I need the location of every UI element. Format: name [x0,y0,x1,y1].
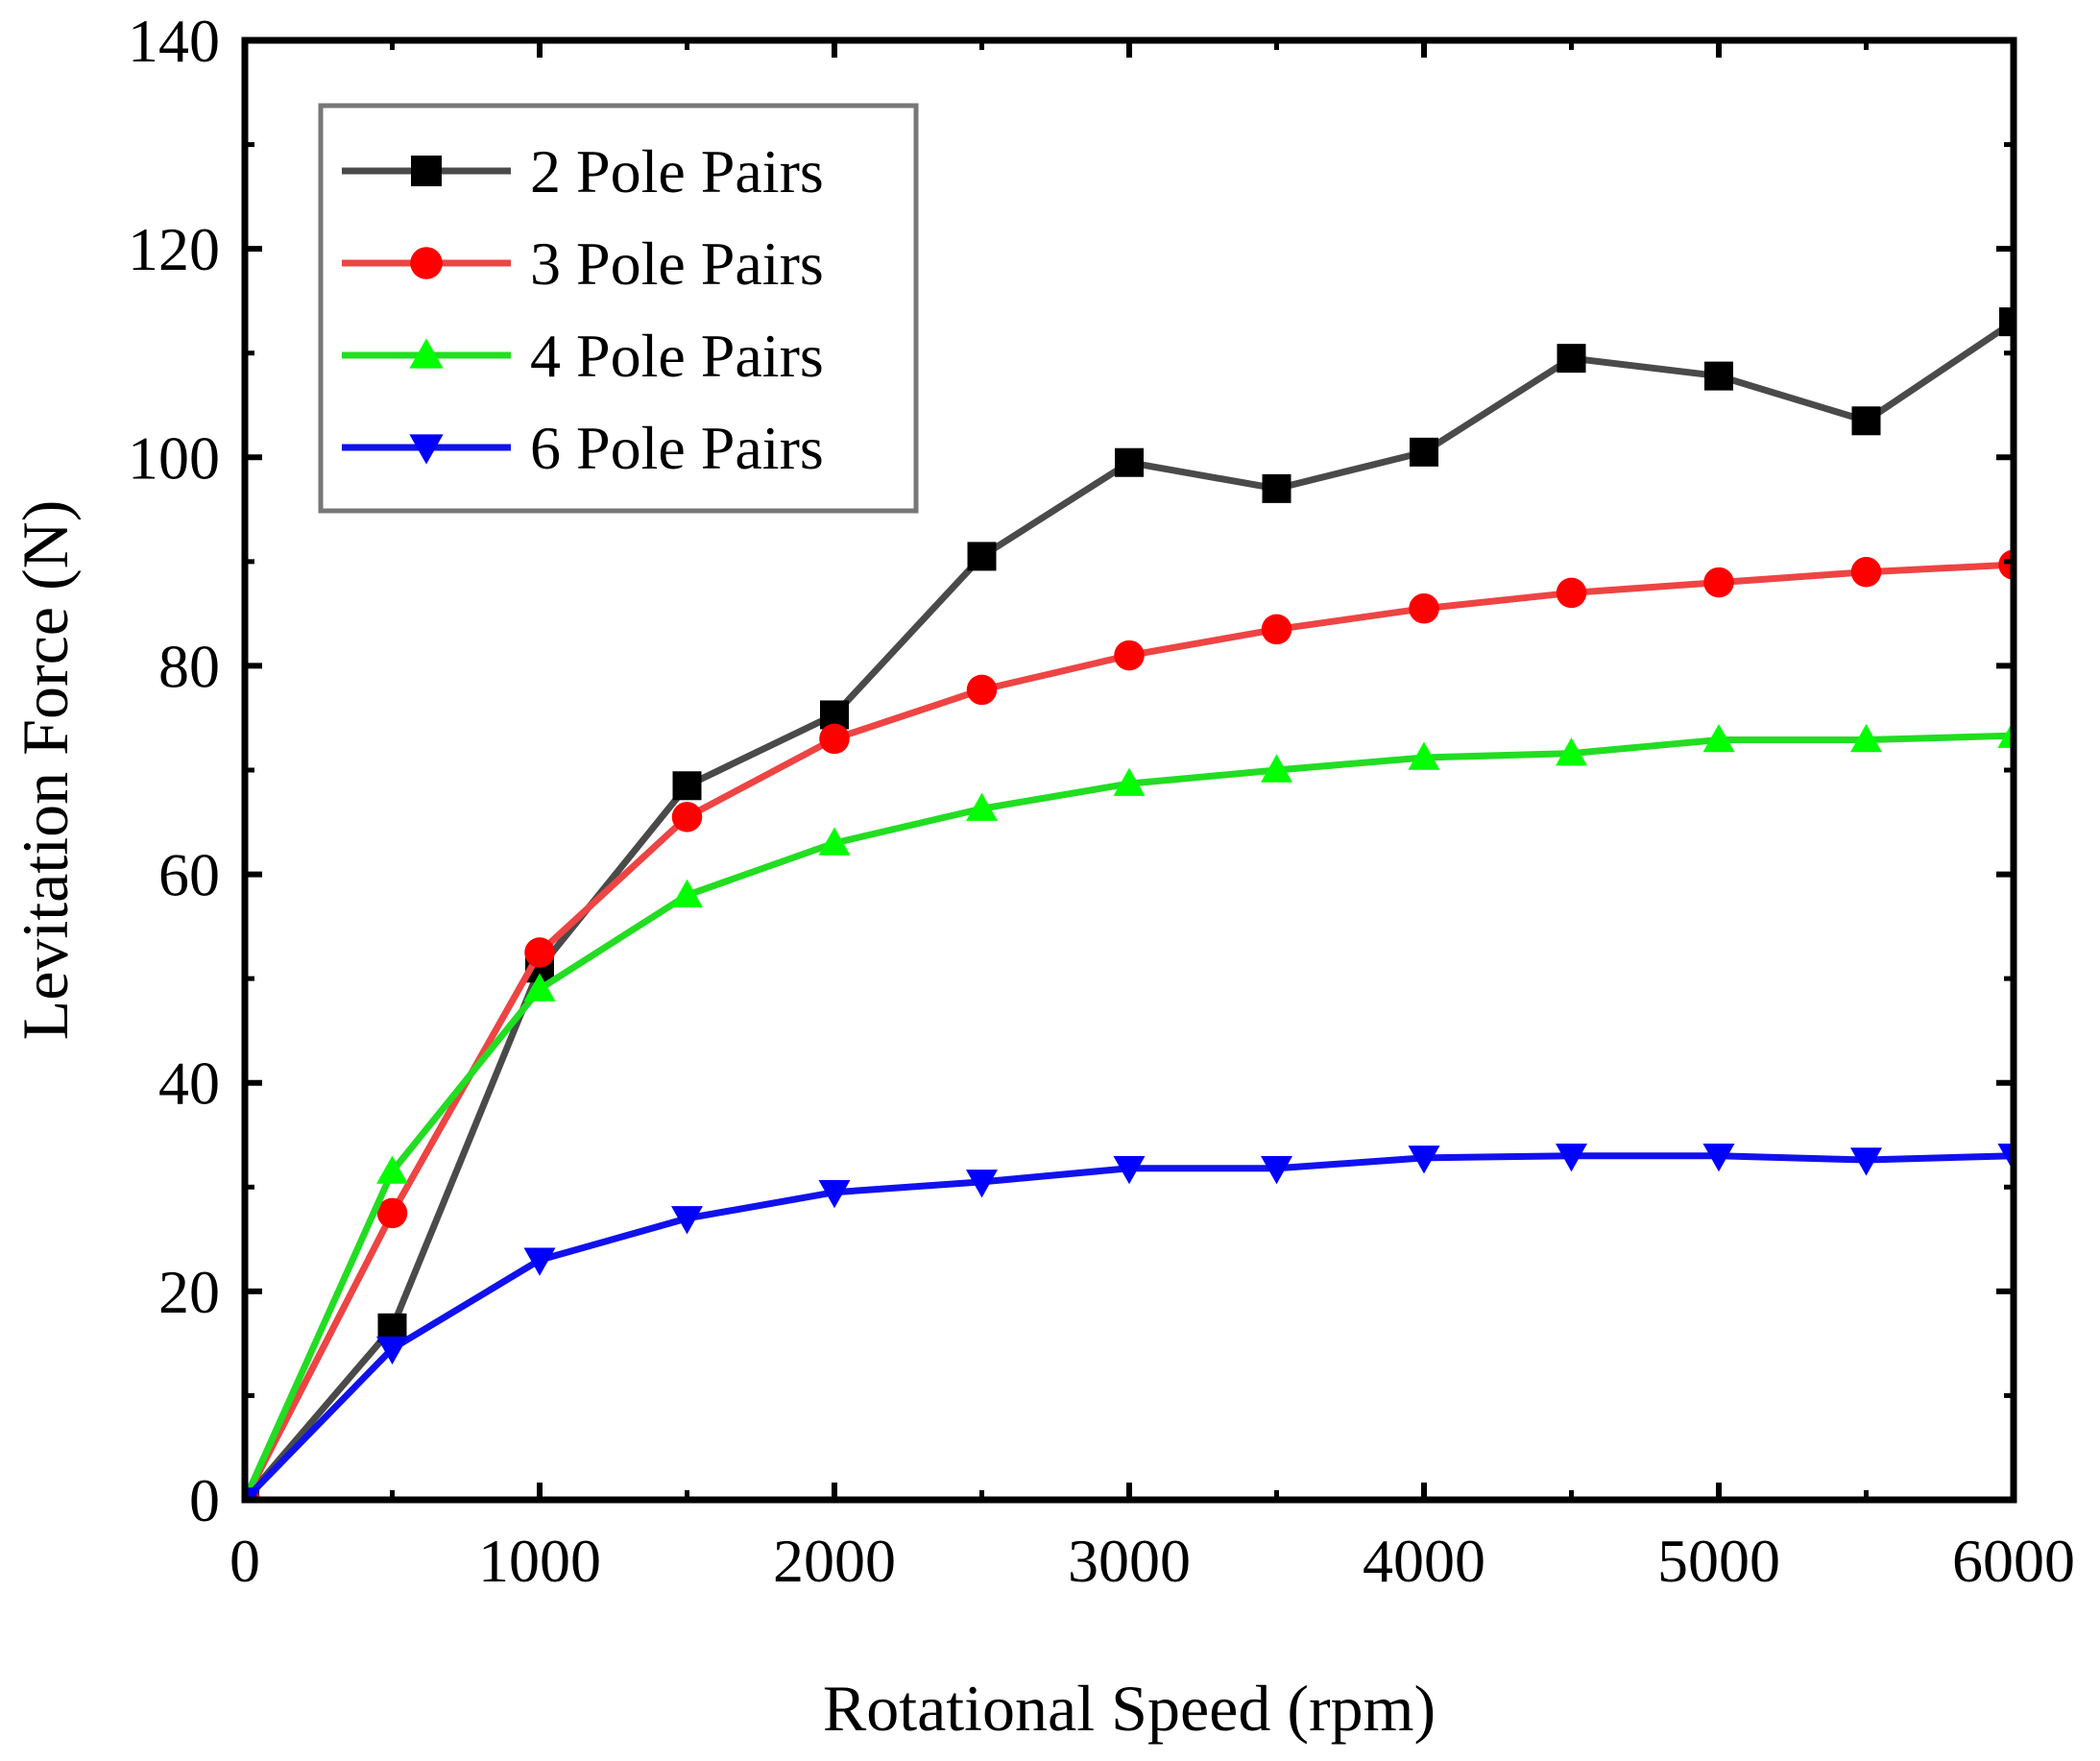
legend-label-2-pole-pairs: 2 Pole Pairs [530,137,824,205]
data-point-3-pole-pairs-4000 [1409,592,1439,624]
x-tick-label: 1000 [478,1527,601,1595]
data-point-6-pole-pairs-4000 [1408,1146,1440,1174]
x-tick-label: 3000 [1068,1527,1191,1595]
data-point-4-pole-pairs-3000 [1113,767,1146,796]
y-tick-label: 20 [158,1258,220,1326]
data-point-2-pole-pairs-5500 [1851,406,1881,436]
data-point-4-pole-pairs-2500 [966,792,998,821]
data-point-3-pole-pairs-3000 [1114,639,1145,671]
data-point-2-pole-pairs-3500 [1262,473,1291,503]
data-point-3-pole-pairs-5000 [1703,567,1734,598]
series-line-4-pole-pairs [245,732,2014,1500]
data-point-2-pole-pairs-4500 [1557,344,1586,374]
data-point-6-pole-pairs-6000 [1997,1143,2014,1172]
data-point-6-pole-pairs-2000 [818,1179,851,1209]
data-point-4-pole-pairs-5500 [1850,724,1882,753]
data-point-4-pole-pairs-4500 [1556,737,1587,766]
y-tick-label: 40 [158,1049,220,1118]
data-point-6-pole-pairs-5000 [1702,1143,1735,1172]
y-tick-label: 0 [189,1466,220,1534]
x-axis-title: Rotational Speed (rpm) [823,1672,1436,1745]
data-point-4-pole-pairs-6000 [1997,719,2014,748]
data-point-6-pole-pairs-3500 [1261,1155,1292,1185]
data-point-2-pole-pairs-6000 [1999,307,2014,337]
x-tick-label: 5000 [1657,1527,1780,1595]
data-point-6-pole-pairs-1500 [671,1206,703,1235]
axes: 0 1000 2000 3000 4000 5000 6000 0 20 40 60 80 100 120… [9,7,2075,1745]
data-point-4-pole-pairs-4000 [1408,741,1440,770]
data-point-6-pole-pairs-1000 [523,1247,556,1276]
data-point-3-pole-pairs-1500 [671,802,703,832]
legend-marker-2-pole-pairs [411,156,442,186]
legend: 2 Pole Pairs 3 Pole Pairs 4 Pole Pairs 6 Po… [318,103,919,514]
y-tick-label: 120 [128,215,220,283]
data-point-3-pole-pairs-1000 [524,937,555,968]
data-point-3-pole-pairs-2000 [819,723,850,755]
data-point-4-pole-pairs-2000 [818,827,851,856]
y-axis-title: Levitation Force (N) [9,500,82,1041]
data-point-3-pole-pairs-2500 [966,674,998,706]
data-point-3-pole-pairs-4500 [1556,577,1587,609]
legend-marker-3-pole-pairs [410,247,443,279]
y-tick-label: 140 [128,7,220,75]
data-point-4-pole-pairs-5000 [1702,724,1735,753]
data-point-6-pole-pairs-3000 [1113,1155,1146,1185]
data-point-6-pole-pairs-500 [376,1336,408,1365]
data-point-2-pole-pairs-4000 [1410,437,1438,467]
legend-label-4-pole-pairs: 4 Pole Pairs [530,322,824,390]
data-point-3-pole-pairs-6000 [1998,549,2014,580]
data-point-4-pole-pairs-1500 [671,879,703,908]
data-point-2-pole-pairs-2500 [967,542,997,571]
plot-area [245,307,2014,1500]
y-tick-label: 100 [128,423,220,492]
data-point-2-pole-pairs-1500 [672,771,702,801]
data-point-4-pole-pairs-1000 [523,973,556,1001]
data-point-6-pole-pairs-4500 [1556,1143,1587,1172]
series-line-6-pole-pairs [245,1152,2014,1500]
legend-marker-4-pole-pairs [409,338,444,369]
data-point-2-pole-pairs-3000 [1115,447,1144,477]
x-tick-label: 2000 [773,1527,896,1595]
data-point-3-pole-pairs-5500 [1850,556,1882,588]
data-point-6-pole-pairs-5500 [1850,1147,1882,1176]
x-tick-label: 6000 [1952,1527,2075,1595]
y-tick-label: 80 [158,632,220,700]
y-tick-label: 60 [158,841,220,909]
legend-label-6-pole-pairs: 6 Pole Pairs [530,414,824,482]
legend-label-3-pole-pairs: 3 Pole Pairs [530,229,824,298]
data-point-3-pole-pairs-500 [376,1197,408,1229]
x-tick-label: 0 [229,1527,260,1595]
data-point-4-pole-pairs-500 [376,1155,408,1184]
data-point-4-pole-pairs-3500 [1261,754,1292,783]
data-point-3-pole-pairs-3500 [1261,614,1292,645]
data-point-6-pole-pairs-2500 [966,1170,998,1198]
legend-marker-6-pole-pairs [409,434,444,465]
data-point-2-pole-pairs-5000 [1704,361,1733,391]
x-tick-label: 4000 [1363,1527,1485,1595]
